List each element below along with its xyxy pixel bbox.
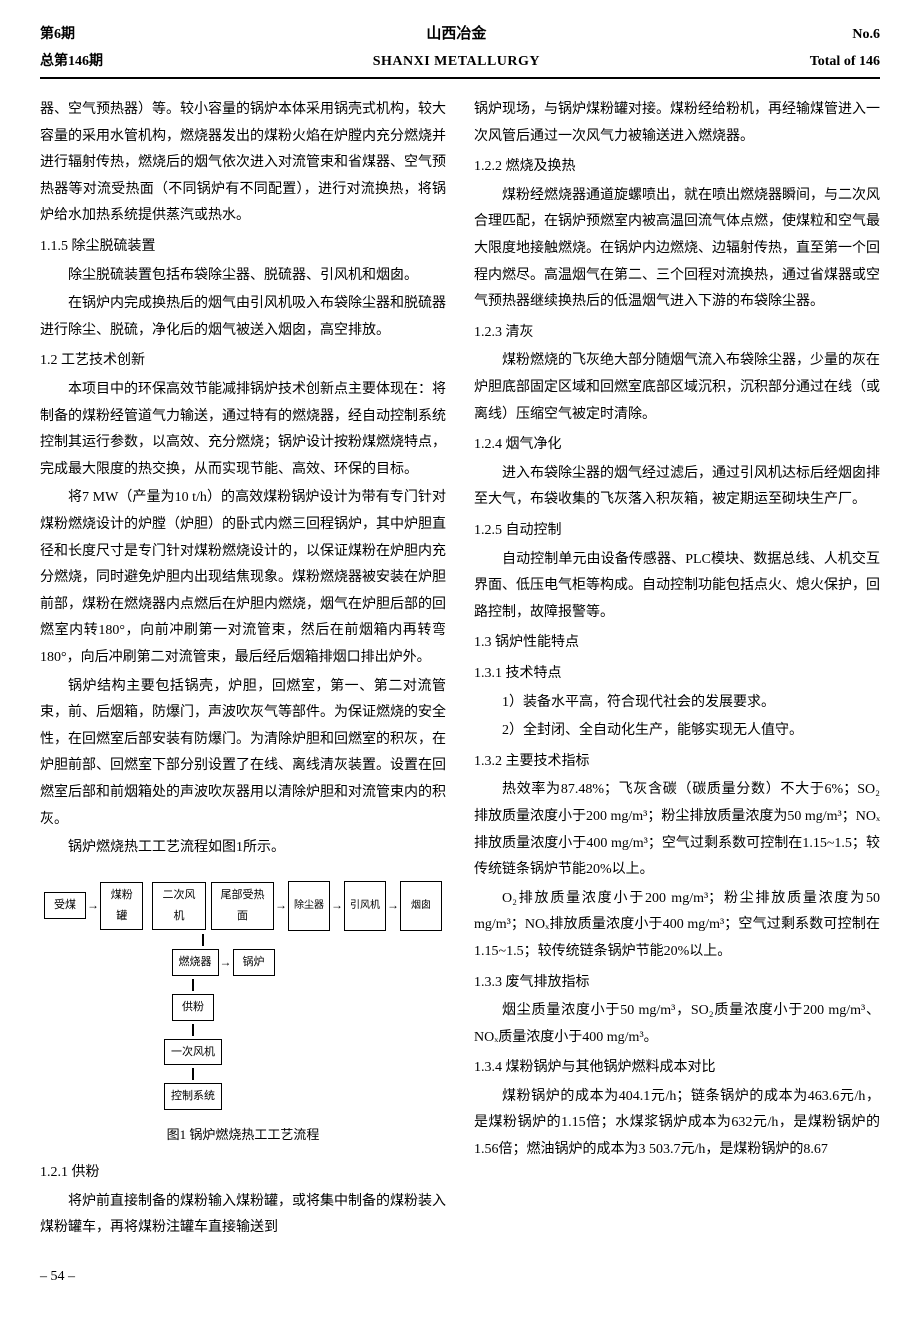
heading-132: 1.3.2 主要技术指标 (474, 749, 880, 776)
para: 器、空气预热器）等。较小容量的锅炉本体采用锅壳式机构，较大容量的采用水管机构，燃… (40, 97, 446, 230)
heading-123: 1.2.3 清灰 (474, 320, 880, 347)
flow-box: 煤粉罐 (100, 882, 143, 930)
para: 煤粉燃烧的飞灰绝大部分随烟气流入布袋除尘器，少量的灰在炉胆底部固定区域和回燃室底… (474, 348, 880, 428)
flow-box: 控制系统 (164, 1083, 222, 1110)
connector (192, 1068, 194, 1080)
para: 锅炉燃烧热工工艺流程如图1所示。 (40, 835, 446, 862)
arrow-icon: → (387, 894, 399, 917)
heading-122: 1.2.2 燃烧及换热 (474, 154, 880, 181)
flow-box: 受煤 (44, 892, 86, 919)
flow-box: 供粉 (172, 994, 214, 1021)
heading-131: 1.3.1 技术特点 (474, 661, 880, 688)
flow-box: 除尘器 (288, 881, 330, 931)
para: O₂排放质量浓度小于200 mg/m³；粉尘排放质量浓度为50 mg/m³；NO… (474, 886, 880, 966)
total-en: Total of 146 (810, 49, 880, 76)
total-issue: 总第146期 (40, 49, 103, 76)
flowchart-diagram: 受煤 → 煤粉罐 二次风机 尾部受热面 → 除尘器 → 引风机 → 烟囱 (40, 874, 446, 1118)
flow-box: 燃烧器 (172, 949, 219, 976)
no-en: No.6 (810, 22, 880, 49)
para: 热效率为87.48%；飞灰含碳（碳质量分数）不大于6%；SO₂排放质量浓度小于2… (474, 777, 880, 883)
connector (192, 1024, 194, 1036)
heading-115: 1.1.5 除尘脱硫装置 (40, 234, 446, 261)
heading-133: 1.3.3 废气排放指标 (474, 970, 880, 997)
header-center: 山西冶金 SHANXI METALLURGY (373, 20, 540, 75)
left-column: 器、空气预热器）等。较小容量的锅炉本体采用锅壳式机构，较大容量的采用水管机构，燃… (40, 97, 446, 1244)
para: 本项目中的环保高效节能减排锅炉技术创新点主要体现在：将制备的煤粉经管道气力输送，… (40, 377, 446, 483)
para: 将炉前直接制备的煤粉输入煤粉罐，或将集中制备的煤粉装入煤粉罐车，再将煤粉注罐车直… (40, 1189, 446, 1242)
header-left: 第6期 总第146期 (40, 22, 103, 75)
para: 锅炉结构主要包括锅壳，炉胆，回燃室，第一、第二对流管束，前、后烟箱，防爆门，声波… (40, 674, 446, 834)
flow-box: 引风机 (344, 881, 386, 931)
connector (192, 979, 194, 991)
para: 煤粉经燃烧器通道旋螺喷出，就在喷出燃烧器瞬间，与二次风合理匹配，在锅炉预燃室内被… (474, 183, 880, 316)
flow-box: 一次风机 (164, 1039, 222, 1066)
journal-name-en: SHANXI METALLURGY (373, 49, 540, 76)
list-item: 2）全封闭、全自动化生产，能够实现无人值守。 (474, 718, 880, 745)
figure-1: 受煤 → 煤粉罐 二次风机 尾部受热面 → 除尘器 → 引风机 → 烟囱 (40, 874, 446, 1148)
heading-12: 1.2 工艺技术创新 (40, 348, 446, 375)
flow-box: 二次风机 (152, 882, 205, 930)
figure-caption: 图1 锅炉燃烧热工工艺流程 (167, 1123, 320, 1148)
content-columns: 器、空气预热器）等。较小容量的锅炉本体采用锅壳式机构，较大容量的采用水管机构，燃… (40, 97, 880, 1244)
arrow-icon: → (331, 894, 343, 917)
journal-name-cn: 山西冶金 (426, 20, 486, 49)
flow-box: 烟囱 (400, 881, 442, 931)
heading-13: 1.3 锅炉性能特点 (474, 630, 880, 657)
para: 将7 MW（产量为10 t/h）的高效煤粉锅炉设计为带有专门针对煤粉燃烧设计的炉… (40, 485, 446, 671)
arrow-icon: → (275, 894, 287, 917)
para: 烟尘质量浓度小于50 mg/m³，SO₂质量浓度小于200 mg/m³、NOₓ质… (474, 998, 880, 1051)
connector (202, 934, 204, 946)
header-right: No.6 Total of 146 (810, 22, 880, 75)
flow-box: 尾部受热面 (211, 882, 274, 930)
page-number: – 54 – (40, 1264, 880, 1291)
para: 除尘脱硫装置包括布袋除尘器、脱硫器、引风机和烟囱。 (40, 263, 446, 290)
arrow-icon: → (220, 951, 232, 974)
list-item: 1）装备水平高，符合现代社会的发展要求。 (474, 690, 880, 717)
heading-124: 1.2.4 烟气净化 (474, 432, 880, 459)
para: 自动控制单元由设备传感器、PLC模块、数据总线、人机交互界面、低压电气柜等构成。… (474, 547, 880, 627)
flow-box: 锅炉 (233, 949, 275, 976)
heading-121: 1.2.1 供粉 (40, 1160, 446, 1187)
heading-134: 1.3.4 煤粉锅炉与其他锅炉燃料成本对比 (474, 1055, 880, 1082)
arrow-icon: → (87, 894, 99, 917)
page-header: 第6期 总第146期 山西冶金 SHANXI METALLURGY No.6 T… (40, 20, 880, 79)
para: 进入布袋除尘器的烟气经过滤后，通过引风机达标后经烟囱排至大气，布袋收集的飞灰落入… (474, 461, 880, 514)
para: 在锅炉内完成换热后的烟气由引风机吸入布袋除尘器和脱硫器进行除尘、脱硫，净化后的烟… (40, 291, 446, 344)
issue-no: 第6期 (40, 22, 103, 49)
heading-125: 1.2.5 自动控制 (474, 518, 880, 545)
para: 煤粉锅炉的成本为404.1元/h；链条锅炉的成本为463.6元/h，是煤粉锅炉的… (474, 1084, 880, 1164)
right-column: 锅炉现场，与锅炉煤粉罐对接。煤粉经给粉机，再经输煤管进入一次风管后通过一次风气力… (474, 97, 880, 1244)
para: 锅炉现场，与锅炉煤粉罐对接。煤粉经给粉机，再经输煤管进入一次风管后通过一次风气力… (474, 97, 880, 150)
